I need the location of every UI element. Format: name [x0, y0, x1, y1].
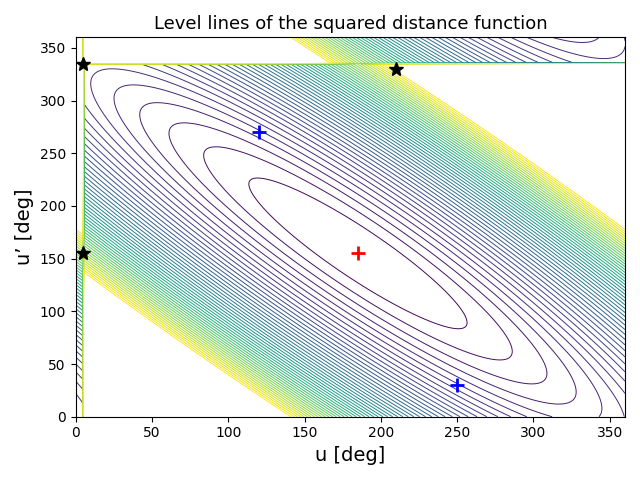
X-axis label: u [deg]: u [deg]: [316, 446, 385, 465]
Y-axis label: u’ [deg]: u’ [deg]: [15, 189, 34, 265]
Title: Level lines of the squared distance function: Level lines of the squared distance func…: [154, 15, 547, 33]
